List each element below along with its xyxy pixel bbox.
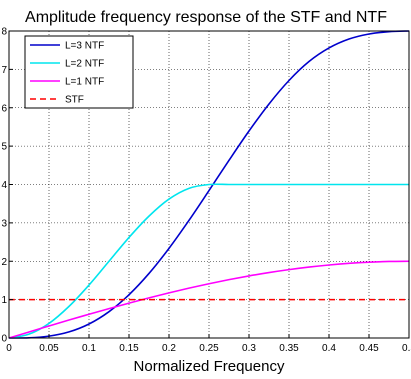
x-tick-label: 0.3 xyxy=(242,343,256,354)
chart-title: Amplitude frequency response of the STF … xyxy=(25,9,387,26)
legend-label: L=3 NTF xyxy=(65,41,104,52)
x-axis-ticks: 0 0.05 0.1 0.15 0.2 0.25 0.3 0.35 0.4 0.45 0.5 xyxy=(6,334,411,354)
y-tick-label: 1 xyxy=(1,295,7,306)
x-tick-label: 0.4 xyxy=(322,343,336,354)
y-tick-label: 7 xyxy=(1,65,7,76)
y-tick-label: 5 xyxy=(1,142,7,153)
x-tick-label: 0.15 xyxy=(119,343,139,354)
legend-box xyxy=(24,35,134,109)
series-line-l-1-ntf xyxy=(8,260,410,339)
legend-label: L=1 NTF xyxy=(65,77,104,88)
series-line-l-2-ntf xyxy=(8,183,409,339)
y-tick-label: 2 xyxy=(1,257,7,268)
series-group xyxy=(8,30,410,339)
x-tick-label: 0.5 xyxy=(402,343,411,354)
series-line-l-3-ntf xyxy=(8,30,410,339)
y-tick-label: 4 xyxy=(1,180,7,191)
x-axis-label: Normalized Frequency xyxy=(134,358,285,375)
y-tick-label: 0 xyxy=(1,334,7,345)
x-tick-label: 0.45 xyxy=(359,343,379,354)
legend-label: L=2 NTF xyxy=(65,59,104,70)
y-axis-ticks: 0 1 2 3 4 5 6 7 8 xyxy=(1,27,13,345)
y-tick-label: 8 xyxy=(1,27,7,38)
x-tick-label: 0.05 xyxy=(39,343,59,354)
legend-label: STF xyxy=(65,95,84,106)
x-tick-label: 0.35 xyxy=(279,343,299,354)
y-tick-label: 3 xyxy=(1,218,7,229)
x-tick-label: 0.1 xyxy=(82,343,96,354)
x-tick-label: 0.25 xyxy=(199,343,219,354)
legend: L=3 NTF L=2 NTF L=1 NTF STF xyxy=(24,35,134,109)
x-tick-label: 0.2 xyxy=(162,343,176,354)
y-tick-label: 6 xyxy=(1,103,7,114)
x-tick-label: 0 xyxy=(6,343,12,354)
